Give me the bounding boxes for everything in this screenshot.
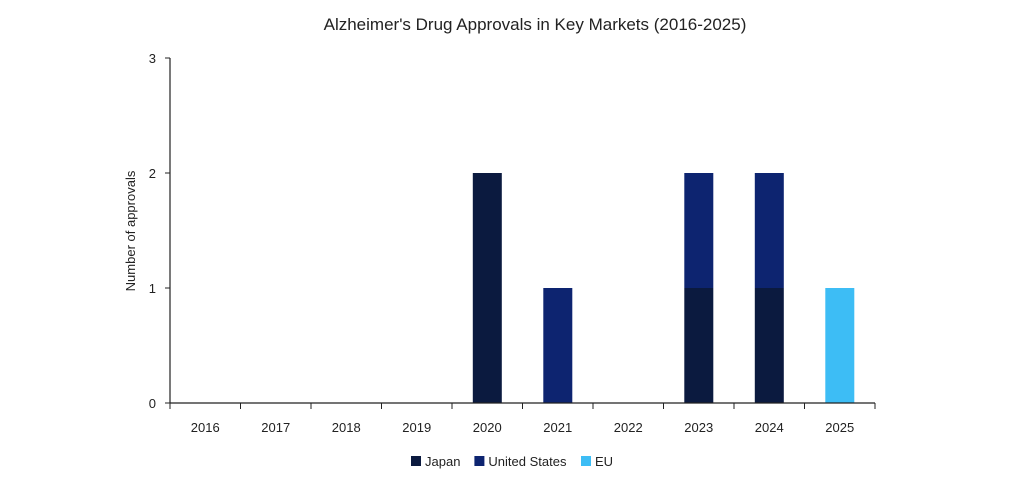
bar-japan-2020 [472,173,502,403]
legend-item-eu: EU [581,454,613,469]
chart-title: Alzheimer's Drug Approvals in Key Market… [324,15,747,34]
legend-swatch [581,456,591,466]
x-tick-label-2017: 2017 [261,420,290,435]
bar-united-states-2024 [754,173,784,288]
axes-layer: 0 1 2 3 2016 2017 2018 2019 2020 2021 2022 2023 2024… [149,51,876,435]
bars-layer [472,173,855,403]
legend-swatch [474,456,485,466]
y-tick-label-0: 0 [149,396,156,411]
x-tick-label-2020: 2020 [473,420,502,435]
legend-label: EU [595,454,613,469]
y-tick-label-1: 1 [149,281,156,296]
bar-japan-2023 [684,288,714,403]
y-axis-label: Number of approvals [123,170,138,291]
legend-item-japan: Japan [411,454,460,469]
x-tick-label-2016: 2016 [191,420,220,435]
bar-united-states-2021 [543,288,573,403]
x-tick-label-2018: 2018 [332,420,361,435]
x-tick-label-2019: 2019 [402,420,431,435]
y-tick-label-2: 2 [149,166,156,181]
legend-item-united-states: United States [474,454,567,469]
legend-label: Japan [425,454,460,469]
legend-label: United States [488,454,567,469]
x-tick-label-2021: 2021 [543,420,572,435]
x-tick-label-2023: 2023 [684,420,713,435]
legend: Japan United States EU [411,454,613,469]
legend-swatch [411,456,421,466]
bar-united-states-2023 [684,173,714,288]
y-tick-label-3: 3 [149,51,156,66]
x-tick-label-2024: 2024 [755,420,784,435]
bar-eu-2025 [825,288,855,403]
x-tick-label-2025: 2025 [825,420,854,435]
x-tick-label-2022: 2022 [614,420,643,435]
bar-japan-2024 [754,288,784,403]
